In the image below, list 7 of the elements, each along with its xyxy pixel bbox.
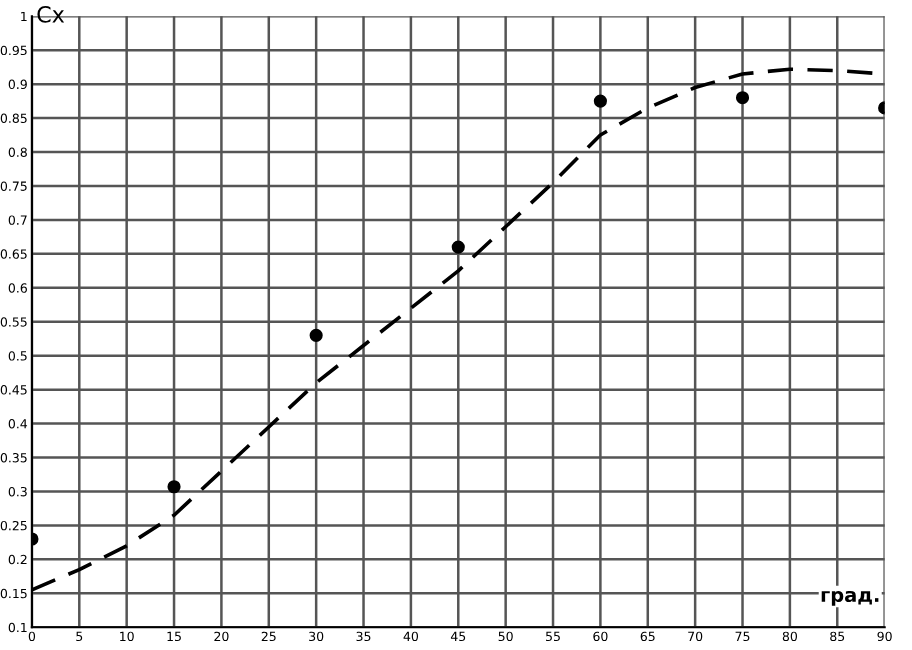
point [451, 240, 465, 254]
point [309, 328, 323, 342]
point [167, 480, 181, 494]
point [735, 91, 750, 105]
y-axis-title: Cx [37, 5, 65, 23]
point [593, 94, 607, 108]
x-axis-title: град. [821, 590, 879, 606]
